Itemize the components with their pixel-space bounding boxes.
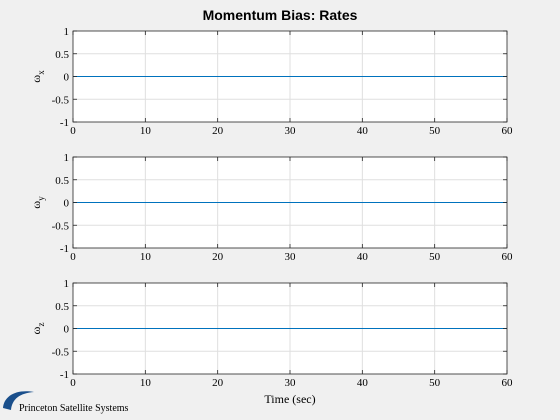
- x-tick-label: 50: [429, 125, 441, 137]
- y-tick-label: 0: [64, 198, 70, 210]
- y-axis-label: ωx: [29, 70, 46, 83]
- y-axis-label-subscript: z: [36, 323, 46, 327]
- subplot-x: 0 10 20 30 40 50 60 -1 -0.5 0 0.5 1 ωx: [29, 26, 513, 137]
- y-tick-label: 1: [64, 26, 70, 38]
- subplot-y: 0 10 20 30 40 50 60 -1 -0.5 0 0.5 1 ωy: [29, 152, 513, 263]
- x-tick-label: 60: [502, 125, 514, 137]
- y-tick-label: 1: [64, 152, 70, 164]
- x-tick-label: 40: [357, 125, 369, 137]
- y-axis-label-subscript: x: [36, 70, 46, 75]
- logo-text: Princeton Satellite Systems: [19, 403, 129, 414]
- x-tick-label: 0: [70, 251, 76, 263]
- x-tick-label: 20: [212, 377, 224, 389]
- x-tick-label: 50: [429, 251, 441, 263]
- y-tick-label: -1: [60, 243, 69, 255]
- logo: Princeton Satellite Systems: [3, 391, 129, 414]
- x-tick-label: 50: [429, 377, 441, 389]
- x-tick-label: 10: [140, 125, 152, 137]
- subplot-z: 0 10 20 30 40 50 60 -1 -0.5 0 0.5 1 ωz: [29, 278, 513, 389]
- x-axis-label: Time (sec): [264, 392, 315, 406]
- x-tick-label: 30: [285, 377, 297, 389]
- logo-swoosh-icon: [3, 391, 34, 410]
- y-tick-label: -0.5: [52, 220, 70, 232]
- y-tick-label: 0: [64, 72, 70, 84]
- chart-title: Momentum Bias: Rates: [203, 7, 358, 23]
- y-tick-label: 1: [64, 278, 70, 290]
- x-tick-label: 40: [357, 251, 369, 263]
- x-tick-label: 0: [70, 125, 76, 137]
- y-tick-label: 0.5: [55, 49, 69, 61]
- y-axis-label-symbol: ω: [29, 201, 43, 209]
- y-tick-label: -0.5: [52, 346, 70, 358]
- x-tick-label: 40: [357, 377, 369, 389]
- y-axis-label-symbol: ω: [29, 326, 43, 334]
- y-axis-label: ωz: [29, 323, 46, 335]
- y-tick-label: -1: [60, 369, 69, 381]
- y-tick-label: -0.5: [52, 94, 70, 106]
- y-tick-label: 0.5: [55, 301, 69, 313]
- y-tick-label: 0.5: [55, 175, 69, 187]
- y-axis-label-subscript: y: [36, 196, 46, 201]
- y-axis-label: ωy: [29, 196, 46, 209]
- x-tick-label: 60: [502, 251, 514, 263]
- x-tick-label: 20: [212, 251, 224, 263]
- x-tick-label: 10: [140, 377, 152, 389]
- x-tick-label: 10: [140, 251, 152, 263]
- y-axis-label-symbol: ω: [29, 75, 43, 83]
- y-tick-label: -1: [60, 117, 69, 129]
- x-tick-label: 60: [502, 377, 514, 389]
- x-tick-label: 20: [212, 125, 224, 137]
- y-tick-label: 0: [64, 324, 70, 336]
- x-tick-label: 0: [70, 377, 76, 389]
- x-tick-label: 30: [285, 251, 297, 263]
- x-tick-label: 30: [285, 125, 297, 137]
